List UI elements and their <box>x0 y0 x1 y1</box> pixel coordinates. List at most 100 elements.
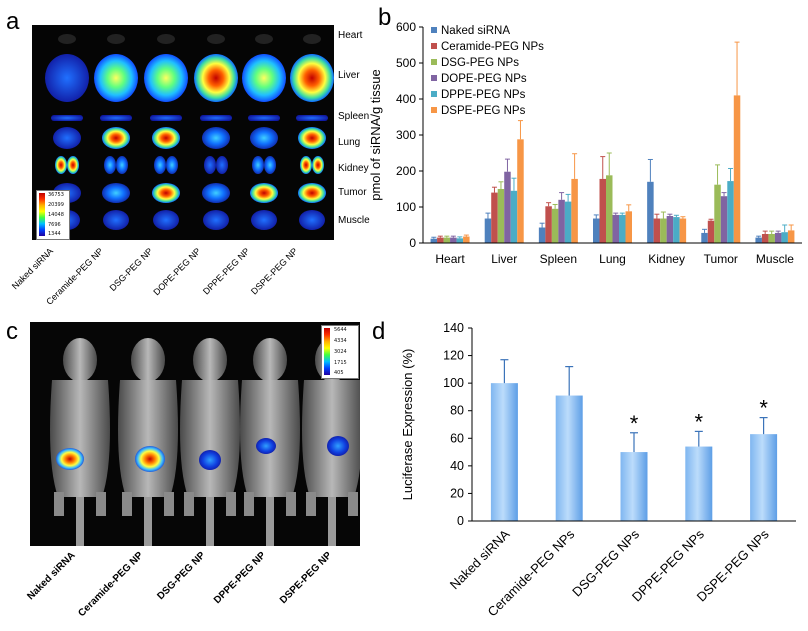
legend-label: DPPE-PEG NPs <box>441 89 526 101</box>
organ-label-heart: Heart <box>338 30 363 41</box>
y-tick-label: 140 <box>443 321 464 335</box>
legend-label: DOPE-PEG NPs <box>441 73 527 85</box>
bar <box>781 232 788 243</box>
kidney-organ <box>252 156 264 174</box>
liver-organ <box>94 54 138 102</box>
bar <box>620 452 648 521</box>
bar <box>497 189 505 243</box>
bar <box>490 383 518 521</box>
x-tick-label: Tumor <box>704 252 738 266</box>
panel-a-scale-tick: 7696 <box>48 222 61 228</box>
panel-c-letter: c <box>6 318 18 345</box>
bar <box>443 237 451 243</box>
bar <box>437 237 444 243</box>
tumor-luminescence-spot <box>56 448 84 470</box>
panel-a-scale-tick: 14048 <box>48 212 64 218</box>
panel-a-group-label: Ceramide-PEG NP <box>44 246 106 307</box>
y-tick-label: 100 <box>396 200 416 214</box>
panel-c-colorbar-gradient <box>324 328 330 375</box>
organ-label-lung: Lung <box>338 137 361 148</box>
kidney-organ <box>300 156 312 174</box>
y-tick-label: 0 <box>457 514 464 528</box>
lung-organ <box>53 127 81 149</box>
tumor-organ <box>250 183 278 203</box>
organ-fluorescence-image <box>45 34 334 230</box>
y-tick-label: 0 <box>409 236 416 250</box>
bar <box>555 395 583 521</box>
tumor-luminescence-spot <box>199 450 221 470</box>
significance-marker: * <box>759 396 768 421</box>
tumor-organ <box>298 183 326 203</box>
panel-a-group-label: DSG-PEG NP <box>108 246 156 294</box>
bar <box>593 218 600 243</box>
panel-a-scale-tick: 20399 <box>48 202 64 208</box>
bar <box>558 199 565 243</box>
bar <box>714 184 721 243</box>
organ-label-liver: Liver <box>338 70 360 81</box>
organ-label-spleen: Spleen <box>338 111 370 122</box>
mouse-tail <box>76 497 84 546</box>
heart-organ <box>255 34 273 44</box>
spleen-organ <box>248 115 280 121</box>
significance-marker: * <box>630 411 639 436</box>
mouse-head <box>63 338 97 382</box>
bar <box>517 139 524 243</box>
bar <box>491 192 498 243</box>
panel-a-scale-tick: 36753 <box>48 192 64 198</box>
mouse-head <box>253 338 287 382</box>
mouse-head <box>193 338 227 382</box>
mouse-leg <box>122 492 132 516</box>
bar <box>599 178 606 243</box>
heart-organ <box>157 34 175 44</box>
panel-a-letter: a <box>6 8 20 35</box>
y-tick-label: 200 <box>396 164 416 178</box>
legend-label: DSG-PEG NPs <box>441 57 519 69</box>
bar <box>761 234 769 243</box>
kidney-organ <box>104 156 116 174</box>
bar <box>606 175 613 243</box>
kidney-organ <box>154 156 166 174</box>
bar <box>564 201 572 243</box>
mouse-tail <box>144 497 152 546</box>
bar <box>673 217 680 243</box>
spleen-organ <box>100 115 132 121</box>
bar <box>685 446 713 521</box>
panel-a-scale-tick: 1344 <box>48 231 61 237</box>
bar <box>707 220 715 243</box>
bar <box>666 216 674 243</box>
lung-organ <box>298 127 326 149</box>
mouse-body <box>50 380 110 497</box>
kidney-organ <box>204 156 216 174</box>
bar <box>787 230 795 243</box>
heart-organ <box>107 34 125 44</box>
mouse-tail <box>266 497 274 546</box>
y-tick-label: 100 <box>443 376 464 390</box>
organ-label-muscle: Muscle <box>338 215 370 226</box>
panel-c-group-label: DSPE-PEG NP <box>277 550 334 607</box>
legend-label: Ceramide-PEG NPs <box>441 41 544 53</box>
bar <box>619 214 626 243</box>
legend-swatch <box>431 107 437 113</box>
bar <box>450 237 457 243</box>
panel-c-scale-tick: 5644 <box>334 327 347 333</box>
organ-label-tumor: Tumor <box>338 187 367 198</box>
panel-c-mouse-image: 5644 4334 3024 1715 405 <box>30 322 360 546</box>
bar <box>484 218 492 243</box>
bar <box>660 218 667 243</box>
bar <box>463 236 470 243</box>
bar <box>612 214 619 243</box>
significance-marker: * <box>695 409 704 434</box>
y-tick-label: 40 <box>450 459 464 473</box>
heart-organ <box>58 34 76 44</box>
mouse-leg <box>54 492 64 516</box>
legend-label: DSPE-PEG NPs <box>441 105 526 117</box>
mouse-leg <box>306 492 316 516</box>
x-tick-label: Muscle <box>756 252 794 266</box>
y-tick-label: 60 <box>450 431 464 445</box>
kidney-organ <box>264 156 276 174</box>
bar <box>750 434 778 521</box>
legend-label: Naked siRNA <box>441 25 510 37</box>
panel-c-scale-tick: 1715 <box>334 360 347 366</box>
mouse-body <box>240 380 300 497</box>
muscle-organ <box>251 210 277 230</box>
